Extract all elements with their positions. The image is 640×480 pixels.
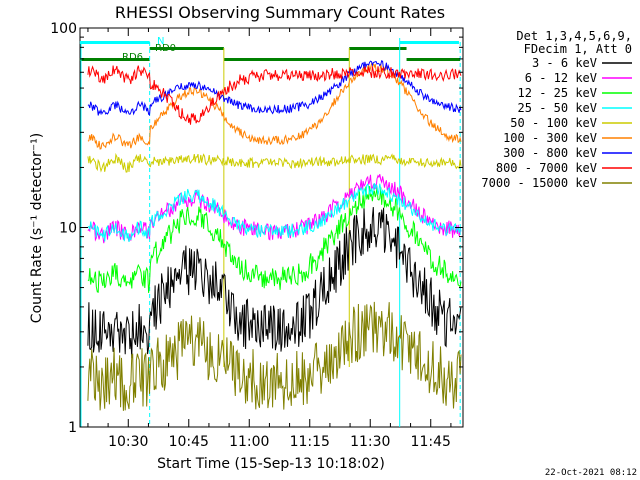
y-tick-label: 10 bbox=[59, 221, 77, 237]
series-line-12-25-keV bbox=[87, 186, 462, 293]
x-axis-label: Start Time (15-Sep-13 10:18:02) bbox=[157, 456, 385, 472]
series-line-800-7000-keV bbox=[87, 65, 462, 125]
legend-entry-label: 100 - 300 keV bbox=[503, 131, 597, 145]
y-tick-label: 100 bbox=[50, 21, 77, 37]
series-lines bbox=[87, 60, 462, 411]
legend-header: Det 1,3,4,5,6,9, bbox=[516, 29, 632, 43]
x-tick-label: 11:30 bbox=[350, 434, 390, 450]
series-line-7000-15000-keV bbox=[87, 301, 462, 411]
rd0-label: RD0 bbox=[155, 43, 176, 54]
chart-title: RHESSI Observing Summary Count Rates bbox=[115, 3, 445, 22]
y-tick-label: 1 bbox=[68, 420, 77, 436]
legend-entry-label: 25 - 50 keV bbox=[518, 101, 597, 115]
legend-entry-label: 12 - 25 keV bbox=[518, 86, 597, 100]
night-bar bbox=[79, 41, 150, 44]
x-tick-label: 11:15 bbox=[290, 434, 330, 450]
footer-date: 22-Oct-2021 08:12 bbox=[545, 468, 637, 478]
legend-entry-label: 800 - 7000 keV bbox=[496, 161, 597, 175]
x-tick-label: 10:30 bbox=[108, 434, 148, 450]
legend-entry-label: 6 - 12 keV bbox=[525, 71, 597, 85]
legend: Det 1,3,4,5,6,9,FDecim 1, Att 03 - 6 keV… bbox=[481, 29, 632, 190]
series-line-25-50-keV bbox=[87, 183, 462, 242]
rd0-bar bbox=[349, 47, 407, 50]
night-bar bbox=[399, 41, 459, 44]
x-tick-label: 11:45 bbox=[411, 434, 451, 450]
series-line-100-300-keV bbox=[87, 63, 462, 150]
y-axis-label: Count Rate (s⁻¹ detector⁻¹) bbox=[29, 133, 45, 323]
rd6-label: RD6 bbox=[122, 52, 143, 63]
legend-entry-label: 7000 - 15000 keV bbox=[481, 176, 597, 190]
legend-header: FDecim 1, Att 0 bbox=[524, 42, 632, 56]
rd0-bar bbox=[149, 47, 224, 50]
legend-entry-label: 50 - 100 keV bbox=[510, 116, 597, 130]
x-tick-label: 10:45 bbox=[169, 434, 209, 450]
legend-entry-label: 300 - 800 keV bbox=[503, 146, 597, 160]
legend-entry-label: 3 - 6 keV bbox=[532, 56, 597, 70]
rd6-bar bbox=[79, 58, 150, 61]
rd6-bar bbox=[223, 58, 350, 61]
series-line-3-6-keV bbox=[87, 207, 462, 359]
night-label: N bbox=[157, 36, 164, 47]
axis-ticks: 10:30 10:45 11:00 11:15 11:30 11:45 1 10 100 bbox=[50, 21, 463, 450]
rd6-bar bbox=[406, 58, 461, 61]
series-line-50-100-keV bbox=[87, 152, 462, 173]
x-tick-label: 11:00 bbox=[229, 434, 269, 450]
flag-bars bbox=[79, 41, 461, 61]
